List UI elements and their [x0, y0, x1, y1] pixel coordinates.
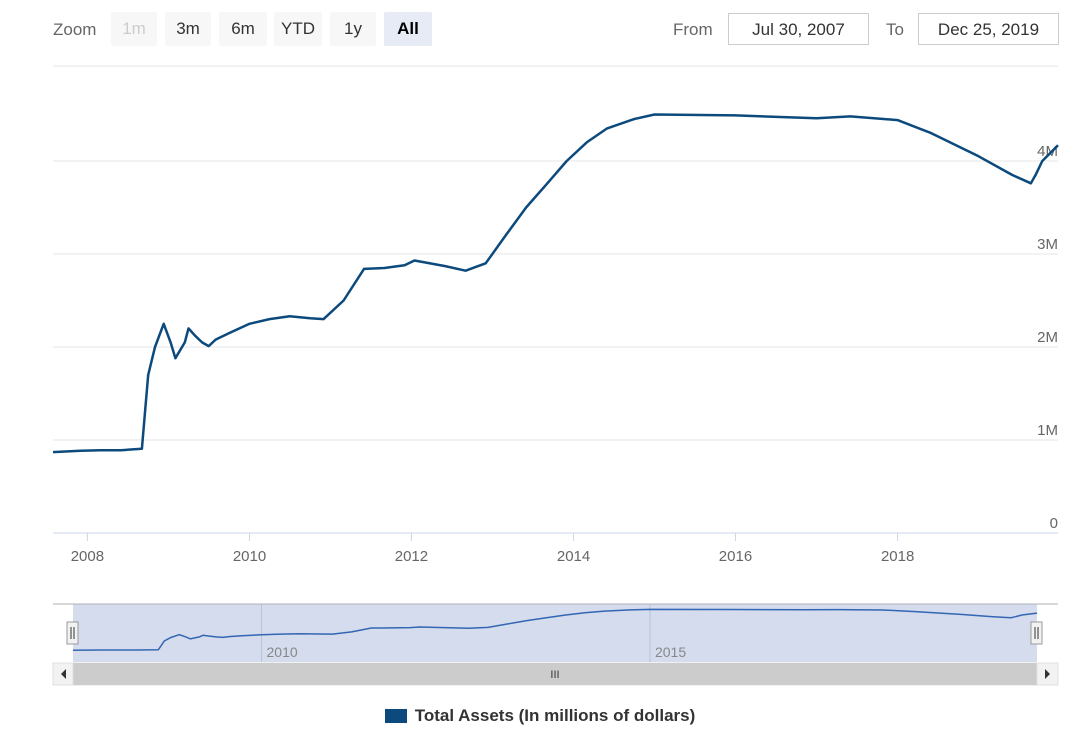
- zoom-3m-button[interactable]: 3m: [165, 12, 211, 46]
- legend-label: Total Assets (In millions of dollars): [414, 706, 696, 725]
- navigator-handle-left[interactable]: [66, 621, 79, 645]
- to-label: To: [886, 20, 904, 39]
- chevron-right-icon: [1045, 669, 1050, 679]
- navigator-handle-right[interactable]: [1030, 621, 1043, 645]
- navigator-grid: 2010 2015: [261, 604, 686, 662]
- x-tick-label: 2012: [395, 548, 428, 565]
- series-line-total-assets[interactable]: [52, 113, 1059, 454]
- navigator-mask: [73, 604, 1037, 662]
- zoom-label: Zoom: [53, 20, 97, 39]
- y-tick-label: 0: [1050, 515, 1058, 532]
- y-tick-label: 2M: [1037, 329, 1058, 346]
- y-tick-label: 4M: [1037, 143, 1058, 160]
- x-tick-label: 2016: [719, 548, 752, 565]
- x-axis-ticks: 2008 2010 2012 2014 2016 2018: [71, 533, 914, 565]
- scrollbar-grip: III: [550, 669, 559, 681]
- legend-item-total-assets[interactable]: Total Assets (In millions of dollars): [384, 706, 696, 726]
- from-date-input[interactable]: Jul 30, 2007: [728, 13, 869, 45]
- y-tick-label: 1M: [1037, 422, 1058, 439]
- scrollbar[interactable]: III: [52, 662, 1059, 686]
- zoom-all-button[interactable]: All: [384, 12, 432, 46]
- x-tick-label: 2010: [233, 548, 266, 565]
- navigator-tick-label: 2010: [267, 644, 298, 660]
- from-label: From: [673, 20, 713, 39]
- chevron-left-icon: [61, 669, 66, 679]
- navigator-series-line: [72, 608, 1038, 651]
- x-tick-label: 2014: [557, 548, 590, 565]
- zoom-ytd-button[interactable]: YTD: [274, 12, 322, 46]
- zoom-6m-button[interactable]: 6m: [219, 12, 267, 46]
- range-selector-toolbar: Zoom 1m 3m 6m YTD 1y All From Jul 30, 20…: [0, 0, 1080, 60]
- legend: Total Assets (In millions of dollars): [0, 706, 1080, 732]
- zoom-1m-button[interactable]: 1m: [111, 12, 157, 46]
- y-tick-label: 3M: [1037, 236, 1058, 253]
- x-tick-label: 2008: [71, 548, 104, 565]
- grid-lines: [53, 65, 1058, 534]
- x-tick-label: 2018: [881, 548, 914, 565]
- navigator-tick-label: 2015: [655, 644, 686, 660]
- to-date-input[interactable]: Dec 25, 2019: [918, 13, 1059, 45]
- zoom-1y-button[interactable]: 1y: [330, 12, 376, 46]
- y-axis-labels: 0 1M 2M 3M 4M: [1037, 143, 1058, 532]
- scrollbar-thumb[interactable]: [73, 663, 1037, 685]
- legend-swatch-icon: [384, 709, 407, 723]
- navigator[interactable]: 2010 2015: [53, 603, 1058, 662]
